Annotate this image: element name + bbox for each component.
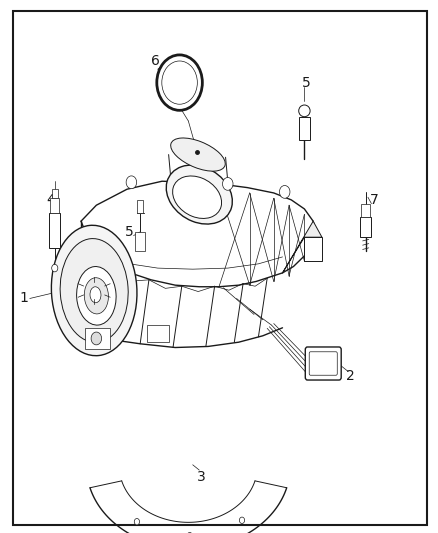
Text: 2: 2 bbox=[346, 369, 355, 383]
Text: 7: 7 bbox=[370, 193, 379, 207]
Ellipse shape bbox=[51, 225, 137, 356]
Circle shape bbox=[279, 185, 290, 198]
Circle shape bbox=[91, 332, 102, 345]
Bar bbox=[299, 117, 310, 140]
Ellipse shape bbox=[60, 239, 128, 342]
Ellipse shape bbox=[166, 165, 232, 224]
Text: 1: 1 bbox=[20, 292, 28, 305]
Bar bbox=[52, 189, 58, 198]
Ellipse shape bbox=[84, 278, 109, 314]
Text: 5: 5 bbox=[302, 76, 311, 90]
Circle shape bbox=[52, 264, 58, 272]
Bar bbox=[49, 213, 60, 248]
Bar bbox=[85, 328, 110, 349]
Circle shape bbox=[223, 177, 233, 190]
Ellipse shape bbox=[171, 138, 225, 171]
FancyBboxPatch shape bbox=[305, 347, 341, 380]
Polygon shape bbox=[64, 277, 88, 304]
Circle shape bbox=[126, 176, 137, 189]
Bar bbox=[50, 198, 59, 213]
Text: 4: 4 bbox=[46, 193, 55, 207]
Ellipse shape bbox=[299, 105, 310, 117]
Ellipse shape bbox=[173, 176, 222, 219]
Circle shape bbox=[134, 519, 140, 525]
Ellipse shape bbox=[77, 266, 116, 325]
Bar bbox=[137, 200, 143, 213]
Ellipse shape bbox=[90, 287, 101, 303]
Polygon shape bbox=[283, 221, 322, 273]
Circle shape bbox=[157, 55, 202, 110]
Text: 5: 5 bbox=[125, 225, 134, 239]
Bar bbox=[135, 232, 145, 251]
Text: 3: 3 bbox=[197, 470, 206, 484]
Circle shape bbox=[240, 517, 245, 523]
Circle shape bbox=[68, 285, 77, 296]
Polygon shape bbox=[304, 237, 322, 261]
Bar bbox=[360, 217, 371, 237]
Bar bbox=[361, 204, 370, 217]
Circle shape bbox=[187, 532, 192, 533]
Text: 6: 6 bbox=[151, 54, 160, 68]
Bar bbox=[147, 325, 169, 342]
